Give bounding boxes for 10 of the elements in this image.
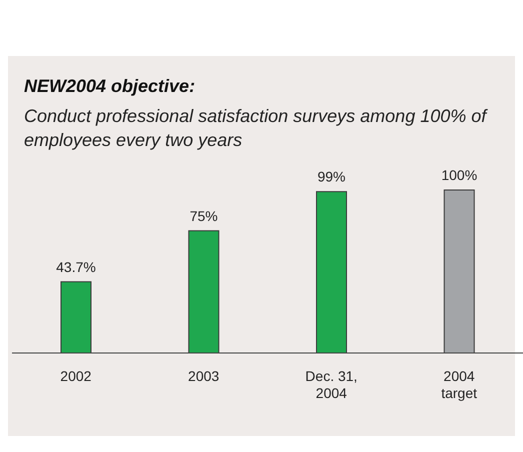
x-tick-label: 2003 <box>188 368 220 384</box>
data-label: 43.7% <box>56 258 96 275</box>
chart-title: NEW2004 objective: <box>24 76 196 97</box>
x-tick-label: 2004 target <box>441 368 478 401</box>
data-label: 100% <box>441 167 478 183</box>
x-tick-label: 2002 <box>60 368 92 384</box>
data-label: 75% <box>190 208 218 224</box>
data-label: 99% <box>317 168 346 185</box>
chart-subtitle: Conduct professional satisfaction surveys among 100% of employees every two years <box>24 105 489 152</box>
x-tick-label: Dec. 31, 2004 <box>305 368 358 401</box>
